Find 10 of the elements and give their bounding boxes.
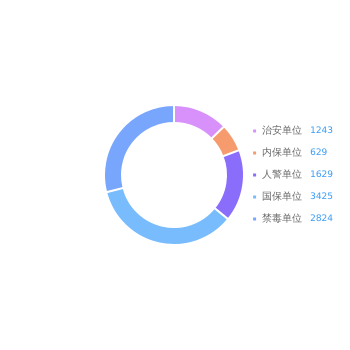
- legend-label: 治安单位: [262, 124, 302, 136]
- data-label: 2824: [310, 214, 334, 224]
- data-label: 1243: [310, 126, 333, 136]
- data-label: 629: [310, 148, 328, 158]
- legend-label: 人警单位: [262, 168, 302, 180]
- legend-label: 内保单位: [262, 146, 302, 158]
- data-label: 1629: [310, 170, 334, 180]
- legend-label: 禁毒单位: [262, 212, 302, 224]
- legend-label: 国保单位: [262, 190, 302, 202]
- data-label: 3425: [310, 192, 333, 202]
